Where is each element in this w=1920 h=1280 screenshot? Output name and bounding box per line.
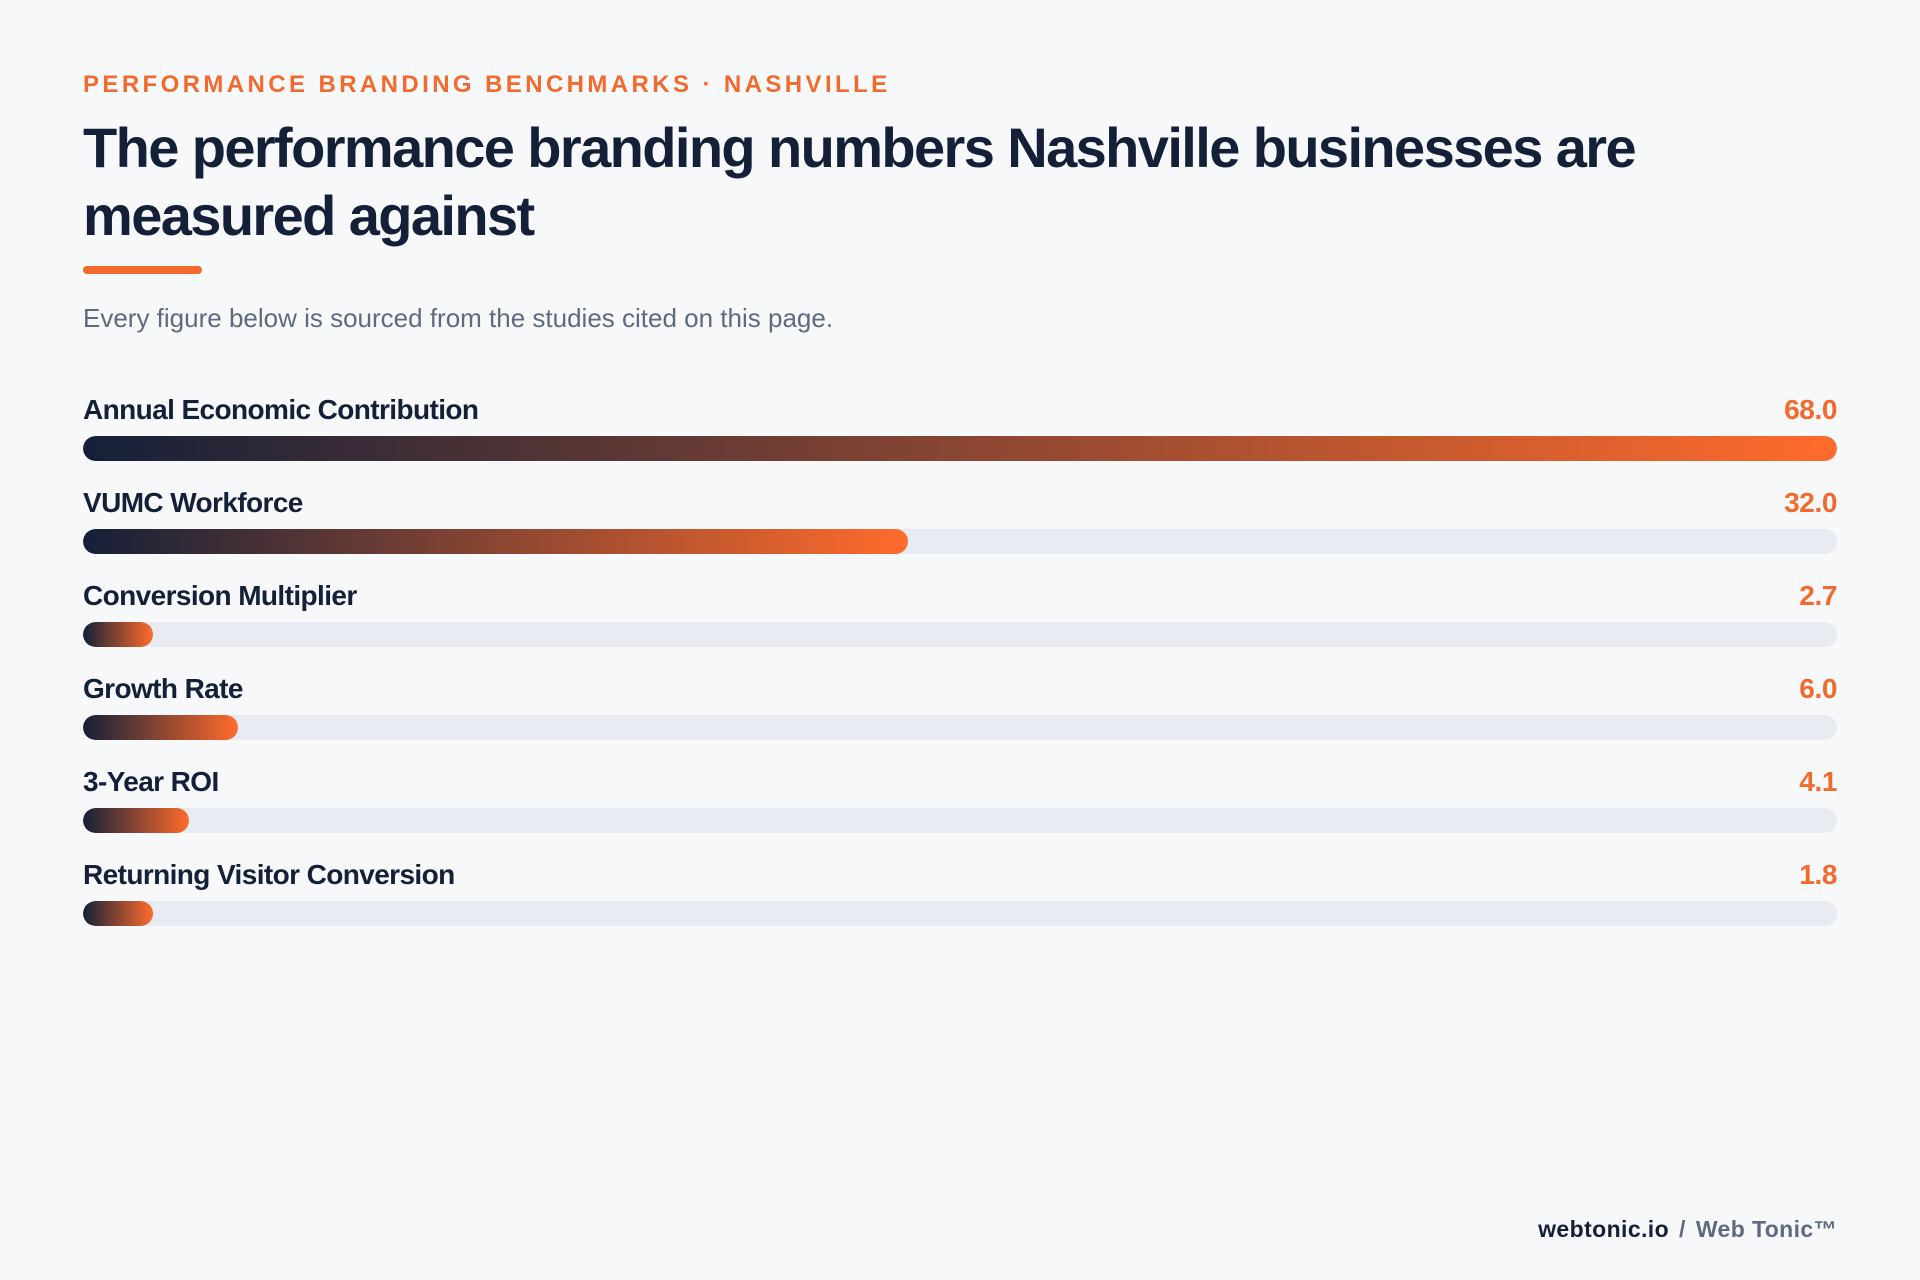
bar-value-label: 32.0 xyxy=(1784,487,1837,518)
bar-value-label: 6.0 xyxy=(1799,673,1837,704)
bar-fill xyxy=(83,436,1837,461)
footer-domain[interactable]: webtonic.io xyxy=(1538,1216,1670,1242)
bar-value-label: 68.0 xyxy=(1784,394,1837,425)
bar-fill xyxy=(83,622,153,647)
bar-value-label: 4.1 xyxy=(1799,766,1837,797)
bar-row: Conversion Multiplier 2.7 xyxy=(83,578,1837,664)
bar-track xyxy=(83,529,1837,554)
bar-label: VUMC Workforce xyxy=(83,487,303,518)
title-accent-rule xyxy=(83,266,202,274)
bar-value-label: 1.8 xyxy=(1799,859,1837,890)
bar-fill xyxy=(83,715,238,740)
page-subtitle: Every figure below is sourced from the s… xyxy=(83,303,834,333)
bar-row: 3-Year ROI 4.1 xyxy=(83,764,1837,850)
bar-track xyxy=(83,808,1837,833)
bar-fill xyxy=(83,808,189,833)
bar-label: Conversion Multiplier xyxy=(83,580,357,611)
page-title: The performance branding numbers Nashvil… xyxy=(83,116,1637,247)
bar-row: Annual Economic Contribution 68.0 xyxy=(83,392,1837,478)
bar-label: Returning Visitor Conversion xyxy=(83,859,455,890)
bar-row: Growth Rate 6.0 xyxy=(83,671,1837,757)
bar-fill xyxy=(83,529,908,554)
footer-brand: Web Tonic™ xyxy=(1695,1216,1837,1242)
eyebrow-label: PERFORMANCE BRANDING BENCHMARKS · NASHVI… xyxy=(83,71,891,98)
bar-track xyxy=(83,622,1837,647)
bar-label: Annual Economic Contribution xyxy=(83,394,479,425)
bar-fill xyxy=(83,901,153,926)
bar-row: VUMC Workforce 32.0 xyxy=(83,485,1837,571)
bar-value-label: 2.7 xyxy=(1799,580,1837,611)
bar-track xyxy=(83,436,1837,461)
bar-label: Growth Rate xyxy=(83,673,243,704)
bar-label: 3-Year ROI xyxy=(83,766,219,797)
footer-credit: webtonic.io / Web Tonic™ xyxy=(1538,1215,1837,1243)
footer-separator: / xyxy=(1679,1216,1686,1242)
bar-row: Returning Visitor Conversion 1.8 xyxy=(83,857,1837,943)
bar-track xyxy=(83,715,1837,740)
bar-track xyxy=(83,901,1837,926)
infographic-page: PERFORMANCE BRANDING BENCHMARKS · NASHVI… xyxy=(83,0,1837,1280)
